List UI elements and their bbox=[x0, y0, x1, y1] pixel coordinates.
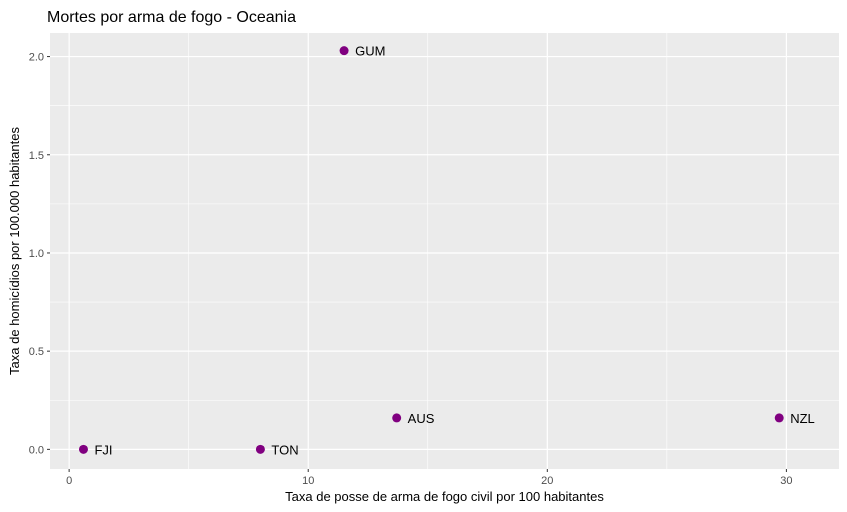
y-axis-title: Taxa de homicídios por 100.000 habitante… bbox=[7, 127, 22, 375]
y-tick-label: 0.0 bbox=[29, 444, 44, 456]
point-label-aus: AUS bbox=[408, 411, 435, 426]
x-tick-label: 20 bbox=[541, 475, 553, 487]
point-label-fji: FJI bbox=[94, 442, 112, 457]
x-axis-title: Taxa de posse de arma de fogo civil por … bbox=[285, 489, 604, 504]
x-tick-label: 10 bbox=[302, 475, 314, 487]
y-tick-label: 1.5 bbox=[29, 150, 44, 162]
x-tick-label: 0 bbox=[66, 475, 72, 487]
data-point-gum bbox=[339, 46, 349, 56]
data-point-aus bbox=[392, 413, 402, 423]
x-tick-label: 30 bbox=[780, 475, 792, 487]
y-tick-label: 2.0 bbox=[29, 52, 44, 64]
y-tick-label: 0.5 bbox=[29, 346, 44, 358]
data-point-ton bbox=[255, 444, 265, 454]
chart-title: Mortes por arma de fogo - Oceania bbox=[47, 9, 296, 26]
axes: 0 10 20 30 0.0 0.5 1.0 1.5 2.0 bbox=[29, 52, 793, 487]
point-label-ton: TON bbox=[271, 442, 298, 457]
point-label-gum: GUM bbox=[355, 44, 385, 59]
grid bbox=[50, 33, 839, 469]
point-label-nzl: NZL bbox=[790, 411, 815, 426]
plot-panel bbox=[50, 33, 839, 469]
data-point-fji bbox=[78, 444, 88, 454]
data-labels: GUM AUS NZL FJI TON bbox=[94, 44, 814, 458]
data-points bbox=[78, 46, 784, 454]
data-point-nzl bbox=[774, 413, 784, 423]
y-tick-label: 1.0 bbox=[29, 248, 44, 260]
